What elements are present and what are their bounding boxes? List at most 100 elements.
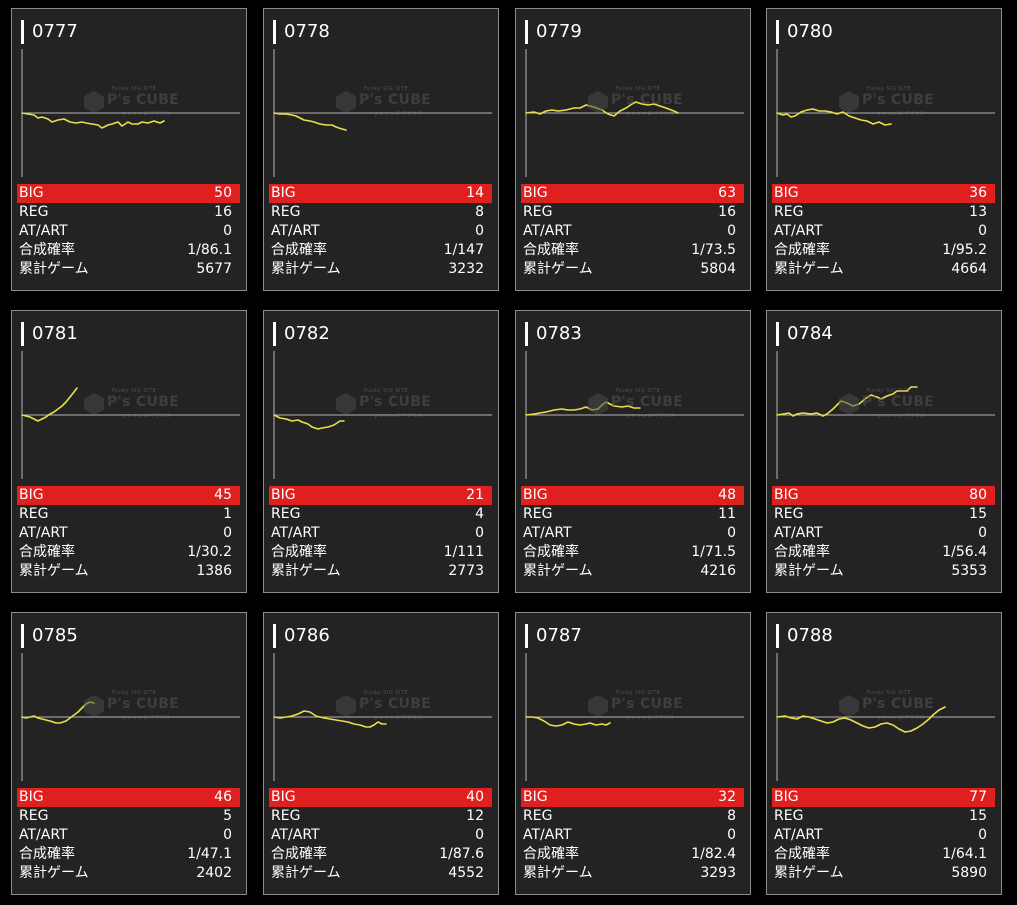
machine-card-0785[interactable]: Funky SIG SITE P's CUBE ｐａｓｕ に アクセス 0785… [11, 612, 247, 895]
machine-card-0788[interactable]: Funky SIG SITE P's CUBE ｐａｓｕ に アクセス 0788… [766, 612, 1002, 895]
stat-at: AT/ART 0 [269, 222, 492, 241]
stat-big-label: BIG [523, 789, 548, 805]
stat-at-label: AT/ART [19, 827, 68, 843]
stat-at: AT/ART 0 [521, 222, 744, 241]
logo-main-text: P's CUBE [359, 92, 432, 108]
cube-logo-icon: Funky SIG SITE P's CUBE ｐａｓｕ に アクセス [839, 383, 935, 421]
stat-games-value: 5890 [951, 865, 987, 881]
stat-games-value: 4664 [951, 261, 987, 277]
stat-rate-label: 合成確率 [774, 242, 830, 258]
graph-line [273, 710, 387, 728]
machine-card-0781[interactable]: Funky SIG SITE P's CUBE ｐａｓｕ に アクセス 0781… [11, 310, 247, 593]
stat-rate-value: 1/71.5 [691, 544, 736, 560]
stat-at: AT/ART 0 [521, 524, 744, 543]
stat-big-label: BIG [19, 487, 44, 503]
stat-games: 累計ゲーム 4552 [269, 864, 492, 883]
graph-line [21, 387, 78, 422]
stat-reg-label: REG [774, 506, 804, 522]
stat-rate-label: 合成確率 [271, 242, 327, 258]
stat-games: 累計ゲーム 5890 [772, 864, 995, 883]
machine-stats: BIG 50 REG 16 AT/ART 0 合成確率 1/86.1 累計ゲーム… [17, 184, 240, 279]
machine-card-0779[interactable]: Funky SIG SITE P's CUBE ｐａｓｕ に アクセス 0779… [515, 8, 751, 291]
machine-number: 0782 [273, 322, 330, 346]
stat-big-value: 48 [718, 487, 736, 503]
stat-reg: REG 15 [772, 505, 995, 524]
cube-logo-icon: Funky SIG SITE P's CUBE ｐａｓｕ に アクセス [588, 383, 684, 421]
stat-at-label: AT/ART [19, 525, 68, 541]
stat-rate-value: 1/47.1 [187, 846, 232, 862]
machine-card-0780[interactable]: Funky SIG SITE P's CUBE ｐａｓｕ に アクセス 0780… [766, 8, 1002, 291]
stat-reg-label: REG [523, 506, 553, 522]
stat-big-label: BIG [774, 487, 799, 503]
cube-logo-icon: Funky SIG SITE P's CUBE ｐａｓｕ に アクセス [84, 81, 180, 119]
machine-card-0786[interactable]: Funky SIG SITE P's CUBE ｐａｓｕ に アクセス 0786… [263, 612, 499, 895]
stat-reg-label: REG [774, 204, 804, 220]
machine-card-0778[interactable]: Funky SIG SITE P's CUBE ｐａｓｕ に アクセス 0778… [263, 8, 499, 291]
stat-big: BIG 46 [17, 788, 240, 807]
cube-logo-icon: Funky SIG SITE P's CUBE ｐａｓｕ に アクセス [84, 383, 180, 421]
logo-main-text: P's CUBE [359, 696, 432, 712]
slump-graph [273, 653, 492, 781]
slump-graph [21, 351, 240, 479]
machine-stats: BIG 32 REG 8 AT/ART 0 合成確率 1/82.4 累計ゲーム … [521, 788, 744, 883]
cube-hex-icon [588, 393, 608, 415]
stat-reg-value: 1 [223, 506, 232, 522]
stat-big-value: 14 [466, 185, 484, 201]
machine-card-0777[interactable]: Funky SIG SITE P's CUBE ｐａｓｕ に アクセス 0777… [11, 8, 247, 291]
stat-rate-value: 1/87.6 [439, 846, 484, 862]
stat-at-value: 0 [978, 827, 987, 843]
stat-rate-value: 1/111 [443, 544, 484, 560]
graph-line [273, 112, 347, 131]
stat-at: AT/ART 0 [17, 524, 240, 543]
stat-reg-label: REG [271, 808, 301, 824]
cube-logo-icon: Funky SIG SITE P's CUBE ｐａｓｕ に アクセス [336, 685, 432, 723]
stat-rate: 合成確率 1/86.1 [17, 241, 240, 260]
stat-big-value: 40 [466, 789, 484, 805]
stat-games-label: 累計ゲーム [19, 261, 89, 277]
stat-big: BIG 14 [269, 184, 492, 203]
stat-at-value: 0 [727, 525, 736, 541]
machine-card-0782[interactable]: Funky SIG SITE P's CUBE ｐａｓｕ に アクセス 0782… [263, 310, 499, 593]
stat-at: AT/ART 0 [269, 826, 492, 845]
stat-at-label: AT/ART [523, 223, 572, 239]
machine-card-0787[interactable]: Funky SIG SITE P's CUBE ｐａｓｕ に アクセス 0787… [515, 612, 751, 895]
cube-logo-icon: Funky SIG SITE P's CUBE ｐａｓｕ に アクセス [588, 685, 684, 723]
stat-rate-label: 合成確率 [774, 846, 830, 862]
stat-rate: 合成確率 1/47.1 [17, 845, 240, 864]
logo-main-text: P's CUBE [359, 394, 432, 410]
stat-big-value: 32 [718, 789, 736, 805]
stat-games: 累計ゲーム 2402 [17, 864, 240, 883]
stat-rate: 合成確率 1/73.5 [521, 241, 744, 260]
stat-reg-label: REG [271, 204, 301, 220]
stat-big-label: BIG [271, 185, 296, 201]
stat-games-value: 2402 [196, 865, 232, 881]
stat-games: 累計ゲーム 2773 [269, 562, 492, 581]
slump-graph [776, 49, 995, 177]
stat-games-value: 5804 [700, 261, 736, 277]
graph-line [525, 716, 611, 727]
stat-reg: REG 16 [17, 203, 240, 222]
machine-card-0783[interactable]: Funky SIG SITE P's CUBE ｐａｓｕ に アクセス 0783… [515, 310, 751, 593]
logo-small-text: Funky SIG SITE [364, 690, 409, 696]
graph-line [21, 701, 95, 724]
stat-games: 累計ゲーム 3232 [269, 260, 492, 279]
stat-at-value: 0 [475, 827, 484, 843]
stat-big-label: BIG [523, 487, 548, 503]
cube-logo-icon: Funky SIG SITE P's CUBE ｐａｓｕ に アクセス [336, 81, 432, 119]
stat-games-label: 累計ゲーム [271, 865, 341, 881]
machine-stats: BIG 45 REG 1 AT/ART 0 合成確率 1/30.2 累計ゲーム … [17, 486, 240, 581]
stat-big-value: 45 [214, 487, 232, 503]
stat-rate: 合成確率 1/71.5 [521, 543, 744, 562]
stat-rate-label: 合成確率 [523, 846, 579, 862]
stat-big-label: BIG [774, 789, 799, 805]
logo-tag-text: ｐａｓｕ に アクセス [122, 111, 170, 117]
stat-reg-label: REG [19, 506, 49, 522]
stat-reg-value: 8 [727, 808, 736, 824]
logo-tag-text: ｐａｓｕ に アクセス [877, 111, 925, 117]
machine-card-0784[interactable]: Funky SIG SITE P's CUBE ｐａｓｕ に アクセス 0784… [766, 310, 1002, 593]
logo-tag-text: ｐａｓｕ に アクセス [626, 715, 674, 721]
machine-stats: BIG 46 REG 5 AT/ART 0 合成確率 1/47.1 累計ゲーム … [17, 788, 240, 883]
stat-games: 累計ゲーム 4664 [772, 260, 995, 279]
graph-line [21, 112, 165, 129]
stat-reg: REG 15 [772, 807, 995, 826]
